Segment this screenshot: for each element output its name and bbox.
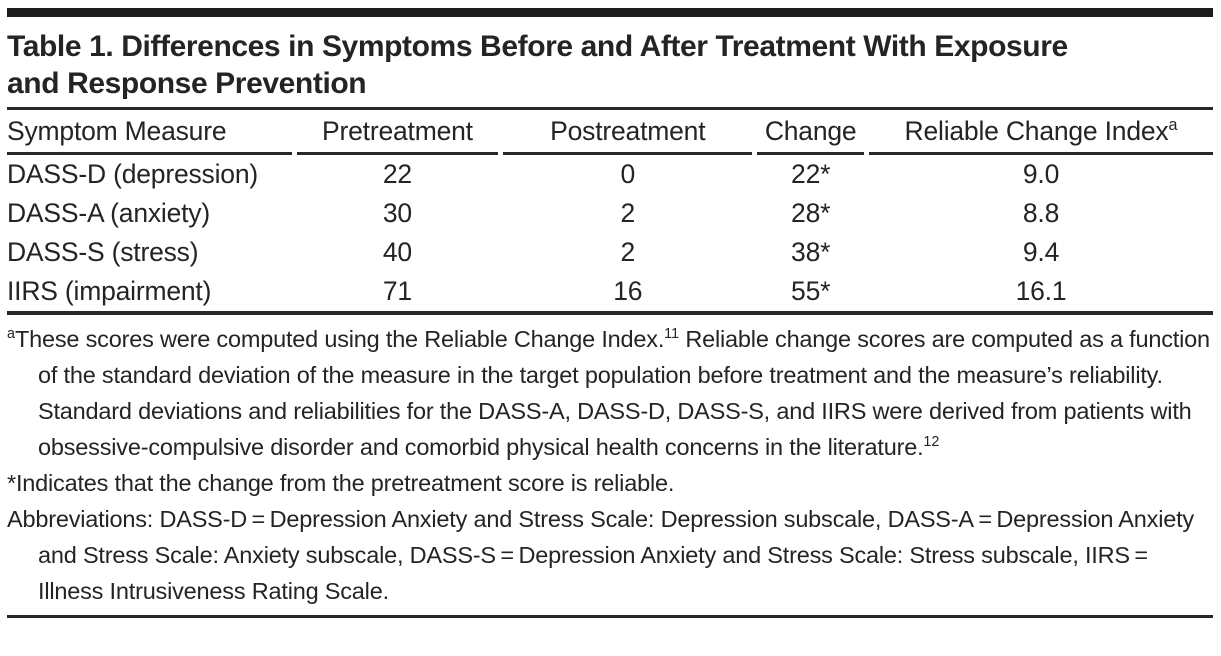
table-row: DASS-D (depression) 22 0 22* 9.0 <box>7 155 1213 194</box>
citation-12: 12 <box>923 434 940 451</box>
cell-pretreatment: 71 <box>382 276 412 306</box>
table-title: Table 1. Differences in Symptoms Before … <box>7 30 1068 100</box>
footnote-abbreviations: Abbreviations: DASS-D = Depression Anxie… <box>7 506 1194 604</box>
cell-change: 38* <box>791 237 831 267</box>
cell-measure: DASS-D (depression) <box>7 159 258 189</box>
column-header-change: Change <box>757 110 865 155</box>
cell-change: 22* <box>791 159 831 189</box>
column-header-symptom-measure: Symptom Measure <box>7 110 292 155</box>
cell-rci: 16.1 <box>1015 276 1067 306</box>
table-header-row: Symptom Measure Pretreatment Postreatmen… <box>7 110 1213 155</box>
table-row: IIRS (impairment) 71 16 55* 16.1 <box>7 272 1213 311</box>
cell-rci: 9.0 <box>1022 159 1060 189</box>
cell-pretreatment: 30 <box>382 198 412 228</box>
cell-postreatment: 16 <box>613 276 643 306</box>
cell-postreatment: 2 <box>620 237 636 267</box>
cell-pretreatment: 22 <box>382 159 412 189</box>
footnote-a-text-1: These scores were computed using the Rel… <box>14 326 665 352</box>
cell-postreatment: 2 <box>620 198 636 228</box>
title-divider-rule <box>7 107 1213 110</box>
cell-postreatment: 0 <box>620 159 636 189</box>
cell-change: 55* <box>791 276 831 306</box>
cell-measure: DASS-A (anxiety) <box>7 198 210 228</box>
footnote-a-marker: a <box>7 326 15 343</box>
citation-11: 11 <box>664 326 680 343</box>
footnote-asterisk: *Indicates that the change from the pret… <box>7 470 675 496</box>
cell-measure: IIRS (impairment) <box>7 276 212 306</box>
cell-pretreatment: 40 <box>382 237 412 267</box>
cell-rci: 9.4 <box>1022 237 1060 267</box>
table-row: DASS-A (anxiety) 30 2 28* 8.8 <box>7 194 1213 233</box>
footnote-a: aThese scores were computed using the Re… <box>7 321 1213 465</box>
column-header-pretreatment: Pretreatment <box>296 110 499 155</box>
column-header-rci-label: Reliable Change Index <box>904 115 1169 146</box>
footnote-a-reference: a <box>1168 115 1178 134</box>
symptoms-table: Symptom Measure Pretreatment Postreatmen… <box>2 110 1218 311</box>
table-row: DASS-S (stress) 40 2 38* 9.4 <box>7 233 1213 272</box>
table-bottom-rule <box>7 311 1213 315</box>
column-header-postreatment: Postreatment <box>503 110 753 155</box>
footnote-a-text-2: Reliable change scores are computed as a… <box>38 326 1210 460</box>
cell-rci: 8.8 <box>1022 198 1060 228</box>
cell-change: 28* <box>791 198 831 228</box>
cell-measure: DASS-S (stress) <box>7 237 199 267</box>
column-header-reliable-change-index: Reliable Change Indexa <box>869 110 1213 155</box>
table-footnotes: aThese scores were computed using the Re… <box>7 315 1213 611</box>
figure-bottom-rule <box>7 615 1213 618</box>
top-rule-bar <box>7 8 1213 17</box>
